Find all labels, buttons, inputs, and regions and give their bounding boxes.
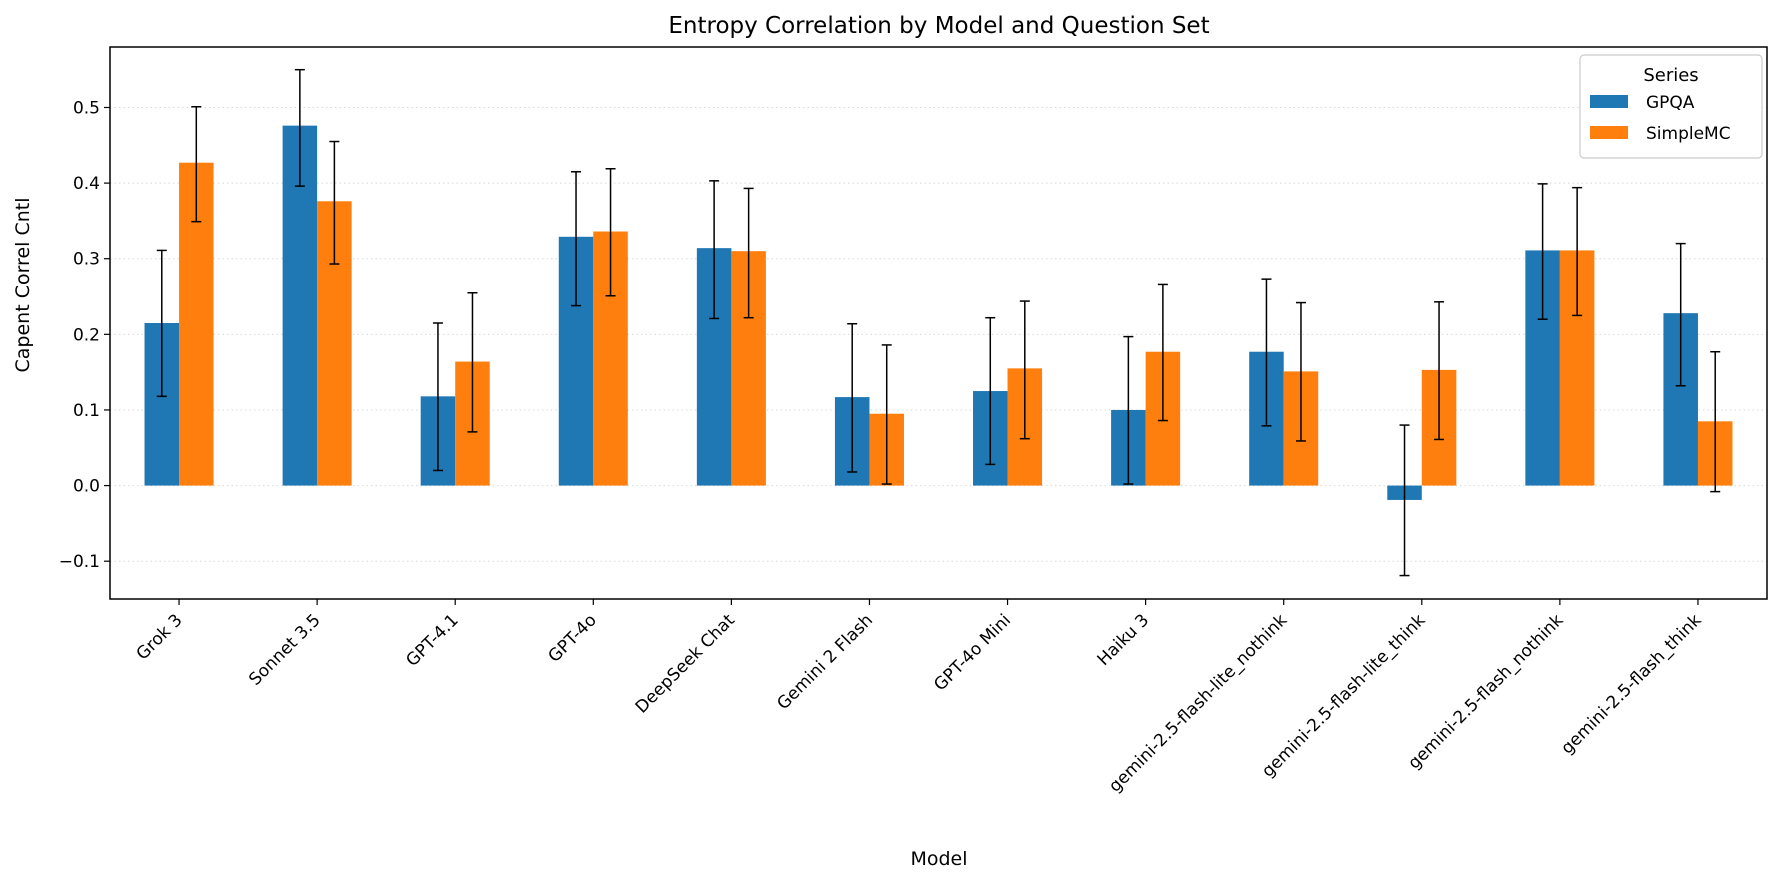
y-axis-label: Capent Correl Cntl bbox=[12, 198, 34, 373]
y-axis: −0.1 0.0 0.1 0.2 0.3 0.4 0.5 bbox=[59, 98, 110, 572]
y-tick-label: −0.1 bbox=[59, 552, 100, 572]
y-tick-label: 0.3 bbox=[73, 250, 100, 270]
grid-lines bbox=[110, 106, 1767, 562]
legend-label-gpqa: GPQA bbox=[1646, 93, 1695, 113]
y-tick-label: 0.2 bbox=[73, 325, 100, 345]
y-tick-label: 0.5 bbox=[73, 98, 100, 118]
legend-label-simplemc: SimpleMC bbox=[1646, 124, 1731, 144]
chart-title: Entropy Correlation by Model and Questio… bbox=[668, 13, 1209, 39]
legend-swatch-simplemc bbox=[1590, 126, 1628, 139]
legend-title: Series bbox=[1643, 65, 1698, 86]
error-bars bbox=[156, 68, 1721, 577]
legend: Series GPQA SimpleMC bbox=[1579, 54, 1763, 159]
y-tick-label: 0.0 bbox=[73, 477, 100, 497]
y-tick-label: 0.1 bbox=[73, 401, 100, 421]
plot-frame bbox=[109, 46, 1768, 600]
y-tick-label: 0.4 bbox=[73, 174, 100, 194]
x-axis-label: Model bbox=[910, 848, 967, 870]
legend-swatch-gpqa bbox=[1590, 95, 1628, 108]
